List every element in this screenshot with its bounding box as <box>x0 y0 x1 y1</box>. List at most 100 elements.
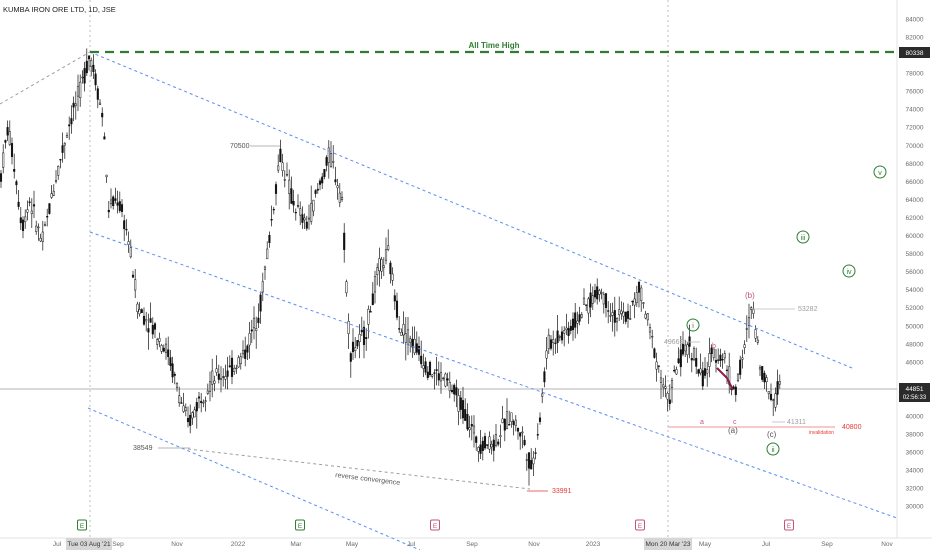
candle-body <box>321 176 324 184</box>
event-marker[interactable]: E <box>635 519 645 531</box>
candle-body <box>505 411 509 430</box>
candle-body <box>750 307 753 310</box>
candle <box>4 139 7 149</box>
candle-body <box>248 333 251 346</box>
candle <box>446 372 449 387</box>
candle <box>668 384 671 411</box>
candle <box>648 323 652 340</box>
candle-body <box>631 300 634 303</box>
candle-body <box>684 344 687 352</box>
candle-body <box>215 368 218 373</box>
candle <box>127 231 130 253</box>
candle <box>431 374 434 379</box>
last-price-label: 44851 <box>905 386 923 393</box>
candle-body <box>699 368 702 374</box>
candle-body <box>754 329 757 339</box>
candle-body <box>257 317 260 324</box>
candle <box>721 353 724 369</box>
candle-body <box>204 400 207 402</box>
candle <box>226 356 229 390</box>
candle-body <box>109 199 113 205</box>
candle <box>184 403 187 417</box>
invalidation-label: invalidation <box>809 430 834 436</box>
event-marker[interactable]: E <box>295 519 305 531</box>
candle <box>164 337 168 360</box>
candle <box>681 331 685 357</box>
candle <box>63 142 66 159</box>
candle <box>710 344 713 363</box>
candle-body <box>85 60 88 74</box>
channel-lower-line <box>87 407 421 550</box>
time-tick-label: Sep <box>112 541 124 548</box>
candle <box>281 153 284 177</box>
wave-ii-badge: ii <box>766 442 780 456</box>
candle <box>98 98 102 106</box>
candle-body <box>490 444 493 448</box>
plot-area[interactable] <box>0 0 897 538</box>
event-marker[interactable]: E <box>77 519 87 531</box>
candle <box>215 355 218 376</box>
wave-c-arrow <box>716 367 734 391</box>
candle <box>411 326 414 358</box>
candle-body <box>142 315 146 325</box>
candle <box>424 357 427 376</box>
candle <box>186 406 190 428</box>
price-axis-ticks: 84000 82000 78000 76000 74000 72000 70000 68000… <box>905 16 923 510</box>
candle <box>402 311 405 344</box>
candle-body <box>664 386 667 389</box>
candle <box>736 373 740 383</box>
candle <box>525 453 528 471</box>
event-marker[interactable]: E <box>784 519 794 531</box>
wave-iv-badge: iv <box>842 264 856 278</box>
candle-body <box>527 452 531 469</box>
candle-body <box>706 369 709 374</box>
candle <box>72 96 75 122</box>
candle-body <box>420 355 423 365</box>
candle <box>767 391 770 400</box>
candle-body <box>613 310 616 323</box>
candle <box>644 310 647 320</box>
event-marker[interactable]: E <box>430 519 440 531</box>
candle <box>758 364 762 377</box>
candle <box>325 155 328 172</box>
candle-body <box>54 180 58 182</box>
candle-body <box>461 400 465 419</box>
candle-body <box>428 361 432 376</box>
candle <box>380 256 383 280</box>
candle-body <box>492 439 495 451</box>
candle <box>349 351 352 378</box>
candle <box>57 165 60 180</box>
candle <box>510 412 513 428</box>
candle <box>622 302 625 324</box>
candle <box>620 301 623 320</box>
candle-body <box>349 353 352 362</box>
candle <box>59 158 62 169</box>
candle-body <box>585 304 588 306</box>
candle <box>472 415 476 448</box>
wave-iv-circle <box>842 264 856 278</box>
candle-body <box>666 392 669 400</box>
wave-ii-circle <box>766 442 780 456</box>
candle-body <box>101 112 104 118</box>
time-tick-label: May <box>699 541 712 548</box>
price-axis[interactable] <box>897 0 932 538</box>
candle <box>10 137 14 165</box>
candle <box>637 280 641 308</box>
candle-body <box>769 393 773 400</box>
candle-body <box>332 161 335 163</box>
candle <box>552 330 555 356</box>
candle-body <box>28 201 31 203</box>
candle-body <box>217 373 220 380</box>
candle-body <box>329 153 333 167</box>
candle-body <box>475 436 478 443</box>
candle <box>378 247 381 287</box>
candle-body <box>543 371 546 383</box>
candle <box>138 302 141 317</box>
candle <box>233 364 236 375</box>
candle <box>409 335 412 353</box>
candle <box>778 374 781 389</box>
candle <box>591 286 594 310</box>
candle-body <box>514 419 517 427</box>
